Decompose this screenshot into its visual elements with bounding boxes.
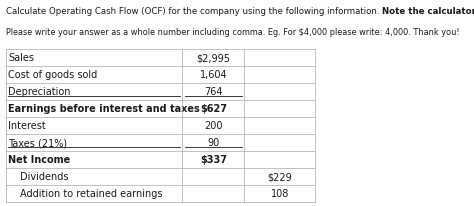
Text: Note the calculator icon in the top right corner, use this.: Note the calculator icon in the top righ… bbox=[382, 7, 474, 16]
Text: Interest: Interest bbox=[8, 121, 46, 131]
Text: Depreciation: Depreciation bbox=[8, 87, 71, 97]
Text: $627: $627 bbox=[200, 104, 227, 114]
Text: Earnings before interest and taxes: Earnings before interest and taxes bbox=[8, 104, 200, 114]
Text: $229: $229 bbox=[267, 172, 292, 181]
Text: Cost of goods sold: Cost of goods sold bbox=[8, 70, 97, 80]
Text: Dividends: Dividends bbox=[20, 172, 68, 181]
Text: Addition to retained earnings: Addition to retained earnings bbox=[20, 188, 163, 198]
Text: Net Income: Net Income bbox=[8, 154, 70, 165]
Text: 200: 200 bbox=[204, 121, 223, 131]
Text: 90: 90 bbox=[207, 138, 219, 147]
Text: 108: 108 bbox=[271, 188, 289, 198]
Text: Please write your answer as a whole number including comma. Eg. For $4,000 pleas: Please write your answer as a whole numb… bbox=[6, 28, 459, 37]
Text: Calculate Operating Cash Flow (OCF) for the company using the following informat: Calculate Operating Cash Flow (OCF) for … bbox=[6, 7, 382, 16]
Text: Sales: Sales bbox=[8, 53, 34, 63]
Text: $2,995: $2,995 bbox=[196, 53, 230, 63]
Text: Taxes (21%): Taxes (21%) bbox=[8, 138, 67, 147]
Text: $337: $337 bbox=[200, 154, 227, 165]
Text: 1,604: 1,604 bbox=[200, 70, 227, 80]
Text: 764: 764 bbox=[204, 87, 223, 97]
